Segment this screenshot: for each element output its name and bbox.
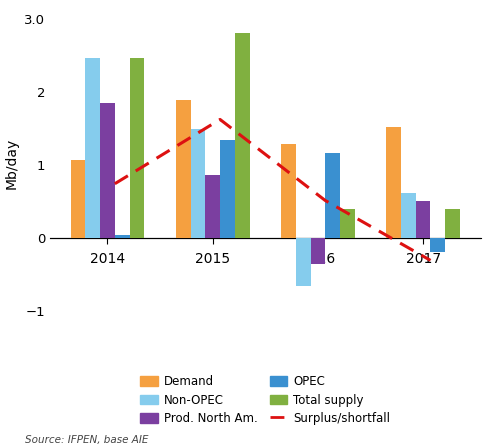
Bar: [129, 58, 144, 239]
Bar: [70, 160, 85, 239]
Bar: [115, 235, 129, 239]
Bar: [100, 103, 115, 239]
Bar: [416, 201, 431, 239]
Text: Source: IFPEN, base AIE: Source: IFPEN, base AIE: [25, 435, 148, 445]
Bar: [310, 239, 325, 264]
Bar: [190, 129, 205, 239]
Legend: Demand, Non-OPEC, Prod. North Am., OPEC, Total supply, Surplus/shortfall: Demand, Non-OPEC, Prod. North Am., OPEC,…: [136, 371, 395, 430]
Bar: [340, 209, 355, 239]
Bar: [386, 127, 401, 239]
Bar: [401, 193, 416, 239]
Bar: [205, 175, 220, 239]
Y-axis label: Mb/day: Mb/day: [5, 138, 19, 189]
Bar: [176, 100, 190, 239]
Bar: [445, 209, 460, 239]
Bar: [296, 239, 310, 286]
Bar: [85, 58, 100, 239]
Bar: [431, 239, 445, 251]
Bar: [220, 140, 235, 239]
Bar: [235, 32, 249, 239]
Bar: [281, 144, 296, 239]
Bar: [325, 153, 340, 239]
